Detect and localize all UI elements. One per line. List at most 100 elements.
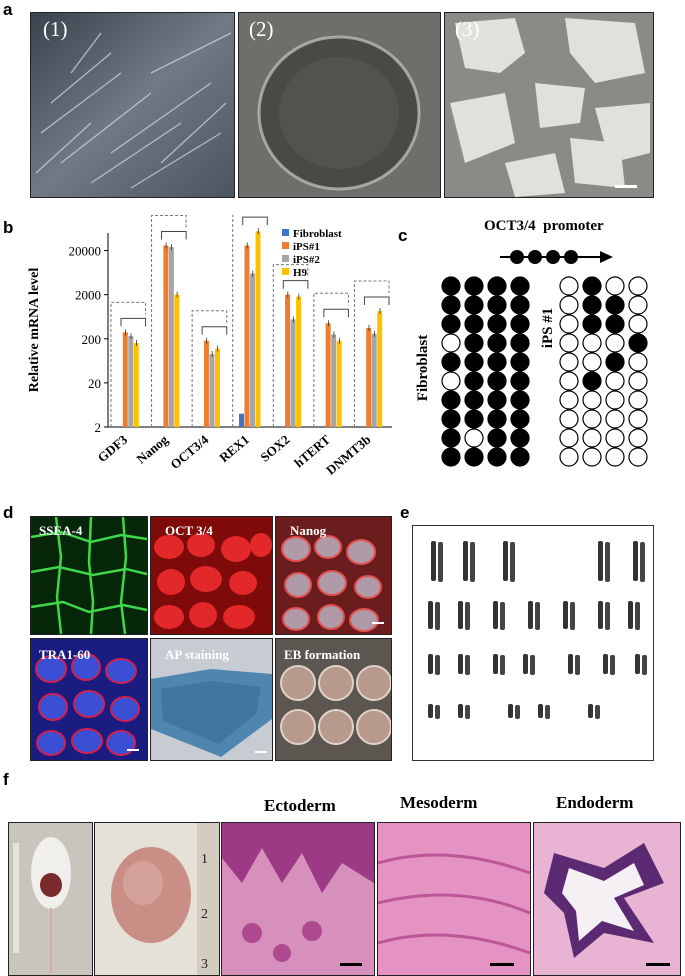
comparison-bracket-outer bbox=[232, 215, 234, 427]
bar-DNMT3b-H9 bbox=[377, 311, 383, 427]
fibroblast-cpg bbox=[441, 333, 461, 353]
mesoderm-title: Mesoderm bbox=[400, 793, 478, 812]
fibroblast-cpg bbox=[510, 352, 530, 372]
svg-text:2: 2 bbox=[201, 907, 208, 922]
chromosome bbox=[635, 602, 640, 630]
x-tick-label: GDF3 bbox=[95, 431, 131, 465]
bar-DNMT3b-iPS#2 bbox=[371, 333, 377, 427]
x-tick-label: SOX2 bbox=[257, 432, 292, 465]
ips-cpg bbox=[582, 447, 602, 467]
chromosome bbox=[428, 654, 433, 674]
chromosome bbox=[642, 655, 647, 675]
panel-f-label: f bbox=[3, 770, 9, 789]
legend-label: H9 bbox=[293, 267, 308, 279]
comparison-bracket-inner bbox=[242, 216, 268, 226]
bar-GDF3-iPS#2 bbox=[128, 336, 134, 427]
ips-colony-photo: (2) bbox=[238, 12, 441, 198]
ips-cpg bbox=[628, 371, 648, 391]
chromosome bbox=[500, 602, 505, 630]
chromosome bbox=[598, 541, 603, 581]
bar-hTERT-H9 bbox=[336, 340, 342, 427]
ips-cpg bbox=[605, 390, 625, 410]
ips-cpg bbox=[605, 276, 625, 296]
chromosome bbox=[431, 541, 436, 581]
bar-GDF3-iPS#1 bbox=[122, 332, 128, 427]
comparison-bracket-inner bbox=[363, 296, 390, 306]
fibroblast-cpg bbox=[510, 447, 530, 467]
fibroblast-cpg bbox=[464, 447, 484, 467]
chromosome bbox=[510, 542, 515, 582]
fibroblast-cpg bbox=[487, 333, 507, 353]
fibroblast-cpg bbox=[510, 314, 530, 334]
ips-cpg bbox=[582, 409, 602, 429]
chromosome bbox=[528, 601, 533, 629]
chromosome bbox=[575, 655, 580, 675]
legend-label: iPS#2 bbox=[293, 254, 320, 266]
comparison-bracket-outer bbox=[313, 292, 349, 427]
ips-label: iPS #1 bbox=[540, 308, 556, 348]
ips-cpg bbox=[582, 390, 602, 410]
chromosome bbox=[640, 542, 645, 582]
chromosome bbox=[493, 601, 498, 629]
y-tick-label: 2000 bbox=[75, 288, 101, 303]
ips-colonies-photo: (3) bbox=[444, 12, 654, 198]
chromosome bbox=[458, 654, 463, 674]
tra160-image: TRA1-60 bbox=[30, 638, 148, 761]
ips-cpg bbox=[628, 352, 648, 372]
fibroblast-cpg bbox=[464, 371, 484, 391]
ips-cpg bbox=[559, 447, 579, 467]
x-tick-label: REX1 bbox=[216, 432, 252, 465]
chromosome bbox=[435, 705, 440, 719]
fibroblast-cpg bbox=[510, 276, 530, 296]
fibroblast-cpg bbox=[510, 409, 530, 429]
comparison-bracket-inner bbox=[282, 280, 309, 289]
x-tick-label: Nanog bbox=[133, 431, 171, 466]
fibroblast-cpg bbox=[487, 276, 507, 296]
ips-cpg bbox=[582, 428, 602, 448]
ips-cpg bbox=[605, 314, 625, 334]
mrna-bar-chart: 2 20 200 2000 20000 Relative mRNA level GDF3 Na… bbox=[27, 215, 392, 478]
ips-cpg bbox=[628, 314, 648, 334]
chromosome bbox=[535, 602, 540, 630]
fibroblast-cpg bbox=[441, 390, 461, 410]
ips-cpg bbox=[605, 409, 625, 429]
chromosome bbox=[458, 704, 463, 718]
tile-label-oct34: OCT 3/4 bbox=[165, 523, 213, 538]
oct34-image: OCT 3/4 bbox=[150, 516, 273, 635]
fibroblast-cpg bbox=[487, 428, 507, 448]
chromosome bbox=[438, 542, 443, 582]
ips-cpg bbox=[559, 428, 579, 448]
fibroblast-cpg bbox=[441, 276, 461, 296]
mesoderm-histology bbox=[377, 822, 531, 976]
bar-SOX2-iPS#2 bbox=[290, 319, 296, 427]
bar-hTERT-iPS#2 bbox=[331, 334, 337, 427]
panel-d-label: d bbox=[3, 503, 14, 522]
ips-cpg bbox=[559, 295, 579, 315]
chromosome bbox=[588, 704, 593, 718]
legend-label: iPS#1 bbox=[293, 241, 320, 253]
ssea4-image: SSEA-4 bbox=[30, 516, 148, 635]
chromosome bbox=[610, 655, 615, 675]
ips-cpg bbox=[628, 447, 648, 467]
y-tick-label: 20 bbox=[88, 376, 101, 391]
fibroblast-cpg bbox=[441, 314, 461, 334]
fibroblast-cpg bbox=[441, 409, 461, 429]
bar-Nanog-H9 bbox=[174, 294, 180, 427]
chromosome bbox=[568, 654, 573, 674]
bar-hTERT-iPS#1 bbox=[325, 323, 331, 427]
fibroblast-cpg bbox=[510, 371, 530, 391]
fibroblast-cpg bbox=[487, 447, 507, 467]
fibroblast-cpg bbox=[510, 295, 530, 315]
fibroblast-cpg bbox=[487, 409, 507, 429]
bar-GDF3-H9 bbox=[133, 343, 139, 427]
y-tick-label: 20000 bbox=[69, 244, 102, 259]
fibroblast-cpg bbox=[464, 276, 484, 296]
bar-Nanog-iPS#1 bbox=[163, 245, 169, 427]
bar-OCT3/4-iPS#2 bbox=[209, 354, 215, 427]
chromosome bbox=[428, 601, 433, 629]
fibroblast-cpg bbox=[441, 371, 461, 391]
ips-cpg bbox=[559, 390, 579, 410]
chromosome bbox=[503, 541, 508, 581]
chromosome bbox=[500, 655, 505, 675]
cpg-site-icon bbox=[564, 250, 578, 264]
